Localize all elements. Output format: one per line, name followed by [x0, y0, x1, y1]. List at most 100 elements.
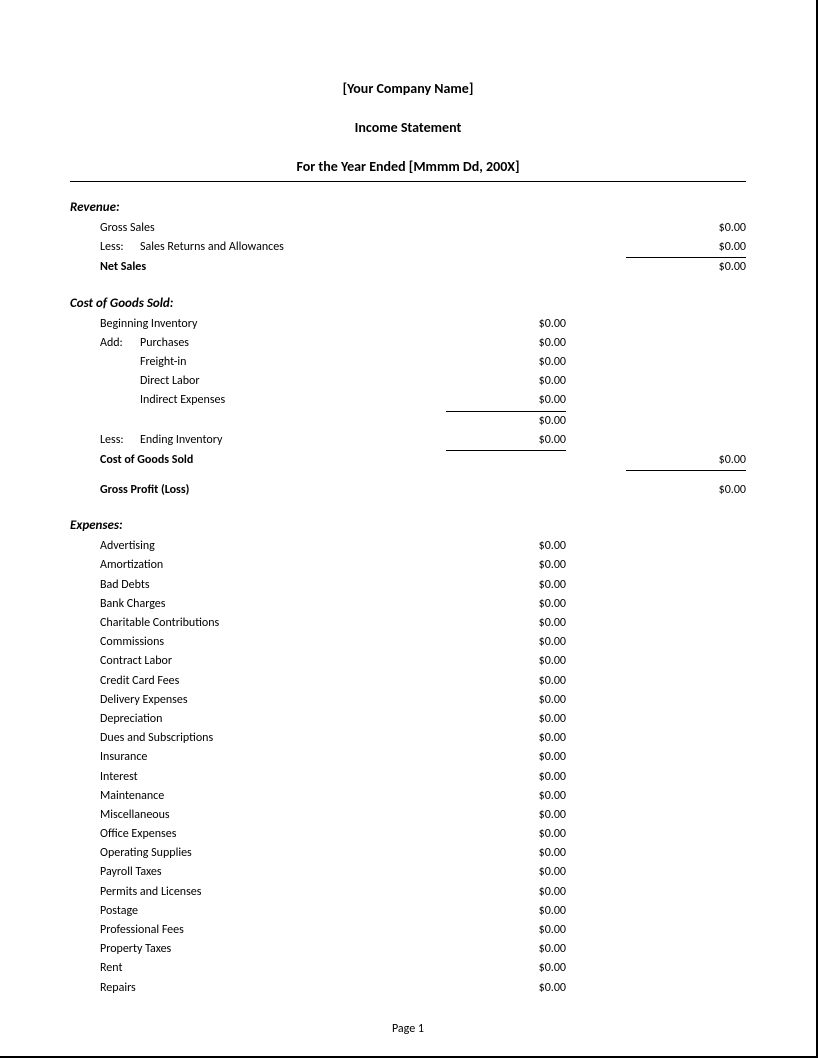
gross-profit-value: $0.00 — [626, 481, 746, 500]
ending-inventory-label: Ending Inventory — [140, 431, 446, 450]
expense-label: Bad Debts — [100, 576, 446, 595]
cogs-total-label: Cost of Goods Sold — [100, 451, 446, 470]
freight-label: Freight-in — [140, 353, 446, 372]
expense-label: Professional Fees — [100, 921, 446, 940]
cogs-subtotal-row: $0.00 — [70, 412, 746, 431]
expense-row: Depreciation$0.00 — [70, 710, 746, 729]
returns-label: Sales Returns and Allowances — [140, 238, 446, 257]
expense-value: $0.00 — [446, 748, 566, 767]
page-footer: Page 1 — [0, 1022, 816, 1036]
expense-label: Maintenance — [100, 787, 446, 806]
indirect-expenses-value: $0.00 — [446, 391, 566, 410]
expense-label: Depreciation — [100, 710, 446, 729]
direct-labor-value: $0.00 — [446, 372, 566, 391]
expense-row: Amortization$0.00 — [70, 556, 746, 575]
expense-value: $0.00 — [446, 652, 566, 671]
revenue-section-title: Revenue: — [70, 200, 746, 215]
freight-row: Freight-in $0.00 — [70, 353, 746, 372]
expenses-section-title: Expenses: — [70, 518, 746, 533]
expense-row: Operating Supplies$0.00 — [70, 844, 746, 863]
expenses-list: Advertising$0.00Amortization$0.00Bad Deb… — [70, 537, 746, 998]
freight-value: $0.00 — [446, 353, 566, 372]
expense-row: Office Expenses$0.00 — [70, 825, 746, 844]
beginning-inventory-value: $0.00 — [446, 315, 566, 334]
expense-label: Delivery Expenses — [100, 691, 446, 710]
gross-profit-row: Gross Profit (Loss) $0.00 — [70, 481, 746, 500]
expense-row: Contract Labor$0.00 — [70, 652, 746, 671]
expense-row: Property Taxes$0.00 — [70, 940, 746, 959]
net-sales-row: Net Sales $0.00 — [70, 258, 746, 277]
expense-value: $0.00 — [446, 729, 566, 748]
cogs-total-row: Cost of Goods Sold $0.00 — [70, 451, 746, 470]
expense-row: Dues and Subscriptions$0.00 — [70, 729, 746, 748]
less-label: Less: — [100, 238, 140, 257]
add-label: Add: — [100, 334, 140, 353]
returns-row: Less: Sales Returns and Allowances $0.00 — [70, 238, 746, 257]
expense-label: Charitable Contributions — [100, 614, 446, 633]
gross-profit-label: Gross Profit (Loss) — [100, 481, 446, 500]
indirect-expenses-row: Indirect Expenses $0.00 — [70, 391, 746, 410]
expense-row: Miscellaneous$0.00 — [70, 806, 746, 825]
cogs-section-title: Cost of Goods Sold: — [70, 296, 746, 311]
expense-value: $0.00 — [446, 537, 566, 556]
expense-row: Repairs$0.00 — [70, 979, 746, 998]
expense-row: Delivery Expenses$0.00 — [70, 691, 746, 710]
gross-profit-underline — [70, 470, 746, 471]
expense-row: Professional Fees$0.00 — [70, 921, 746, 940]
document-title: Income Statement — [70, 119, 746, 136]
purchases-value: $0.00 — [446, 334, 566, 353]
expense-label: Advertising — [100, 537, 446, 556]
expense-row: Permits and Licenses$0.00 — [70, 883, 746, 902]
expense-value: $0.00 — [446, 556, 566, 575]
expense-label: Amortization — [100, 556, 446, 575]
expense-row: Bank Charges$0.00 — [70, 595, 746, 614]
header-block: [Your Company Name] Income Statement For… — [70, 80, 746, 182]
expense-label: Postage — [100, 902, 446, 921]
expense-value: $0.00 — [446, 825, 566, 844]
net-sales-value: $0.00 — [626, 258, 746, 277]
cogs-subtotal-value: $0.00 — [446, 412, 566, 431]
expense-value: $0.00 — [446, 883, 566, 902]
indirect-expenses-label: Indirect Expenses — [140, 391, 446, 410]
expense-label: Insurance — [100, 748, 446, 767]
expense-label: Office Expenses — [100, 825, 446, 844]
expense-value: $0.00 — [446, 787, 566, 806]
header-divider — [70, 181, 746, 182]
page: [Your Company Name] Income Statement For… — [0, 0, 818, 1058]
expense-label: Commissions — [100, 633, 446, 652]
expense-label: Miscellaneous — [100, 806, 446, 825]
expense-row: Maintenance$0.00 — [70, 787, 746, 806]
ending-inventory-value: $0.00 — [446, 431, 566, 450]
gross-sales-label: Gross Sales — [100, 219, 446, 238]
net-sales-label: Net Sales — [100, 258, 446, 277]
expense-value: $0.00 — [446, 672, 566, 691]
gross-sales-value: $0.00 — [626, 219, 746, 238]
expense-label: Payroll Taxes — [100, 863, 446, 882]
purchases-row: Add: Purchases $0.00 — [70, 334, 746, 353]
direct-labor-row: Direct Labor $0.00 — [70, 372, 746, 391]
expense-label: Rent — [100, 959, 446, 978]
expense-value: $0.00 — [446, 595, 566, 614]
expense-row: Payroll Taxes$0.00 — [70, 863, 746, 882]
cogs-total-value: $0.00 — [626, 451, 746, 470]
expense-value: $0.00 — [446, 902, 566, 921]
expense-value: $0.00 — [446, 844, 566, 863]
expense-value: $0.00 — [446, 921, 566, 940]
expense-value: $0.00 — [446, 710, 566, 729]
returns-value: $0.00 — [626, 238, 746, 257]
expense-label: Property Taxes — [100, 940, 446, 959]
expense-value: $0.00 — [446, 863, 566, 882]
expense-label: Repairs — [100, 979, 446, 998]
expense-value: $0.00 — [446, 806, 566, 825]
expense-row: Insurance$0.00 — [70, 748, 746, 767]
expense-value: $0.00 — [446, 633, 566, 652]
expense-value: $0.00 — [446, 691, 566, 710]
expense-row: Postage$0.00 — [70, 902, 746, 921]
expense-row: Advertising$0.00 — [70, 537, 746, 556]
expense-row: Interest$0.00 — [70, 768, 746, 787]
expense-label: Interest — [100, 768, 446, 787]
expense-row: Credit Card Fees$0.00 — [70, 672, 746, 691]
expense-label: Operating Supplies — [100, 844, 446, 863]
expense-value: $0.00 — [446, 979, 566, 998]
beginning-inventory-label: Beginning Inventory — [100, 315, 446, 334]
